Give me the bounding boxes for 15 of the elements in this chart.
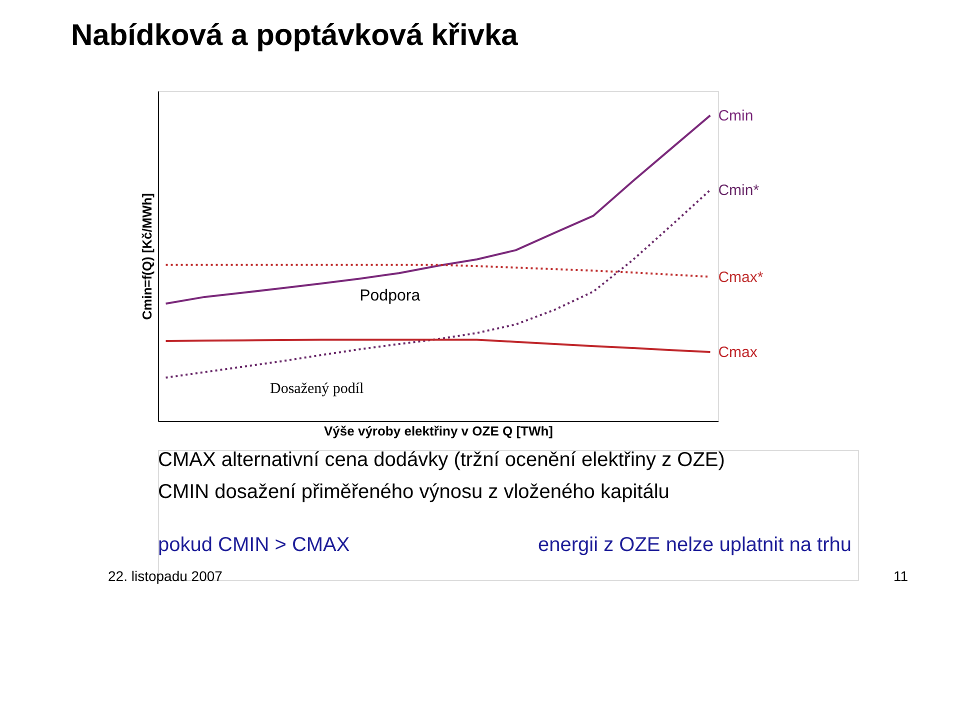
series-label: Cmax bbox=[718, 344, 758, 361]
text: CMIN dosažení přiměřeného výnosu z vloženého kapitálu bbox=[158, 481, 670, 503]
text: 11 bbox=[893, 568, 908, 584]
text: CMAX alternativní cena dodávky (tržní ocenění elektřiny z OZE) bbox=[158, 449, 725, 471]
annotation: Podpora bbox=[360, 288, 420, 305]
text: 22. listopadu 2007 bbox=[108, 568, 223, 584]
text: energii z OZE nelze uplatnit na trhu bbox=[538, 534, 852, 556]
series-label: Cmin* bbox=[718, 182, 760, 199]
series-label: Cmin bbox=[718, 107, 754, 124]
x-axis-title: Výše výroby elektřiny v OZE Q [TWh] bbox=[324, 424, 554, 438]
series-label: Cmax* bbox=[718, 268, 764, 286]
annotation: Dosažený podíl bbox=[270, 381, 364, 397]
y-axis-title: Cmin=f(Q) [Kč/MWh] bbox=[140, 193, 154, 320]
text: pokud CMIN > CMAX bbox=[158, 534, 350, 556]
chart-title: Nabídková a poptávková křivka bbox=[71, 19, 518, 52]
